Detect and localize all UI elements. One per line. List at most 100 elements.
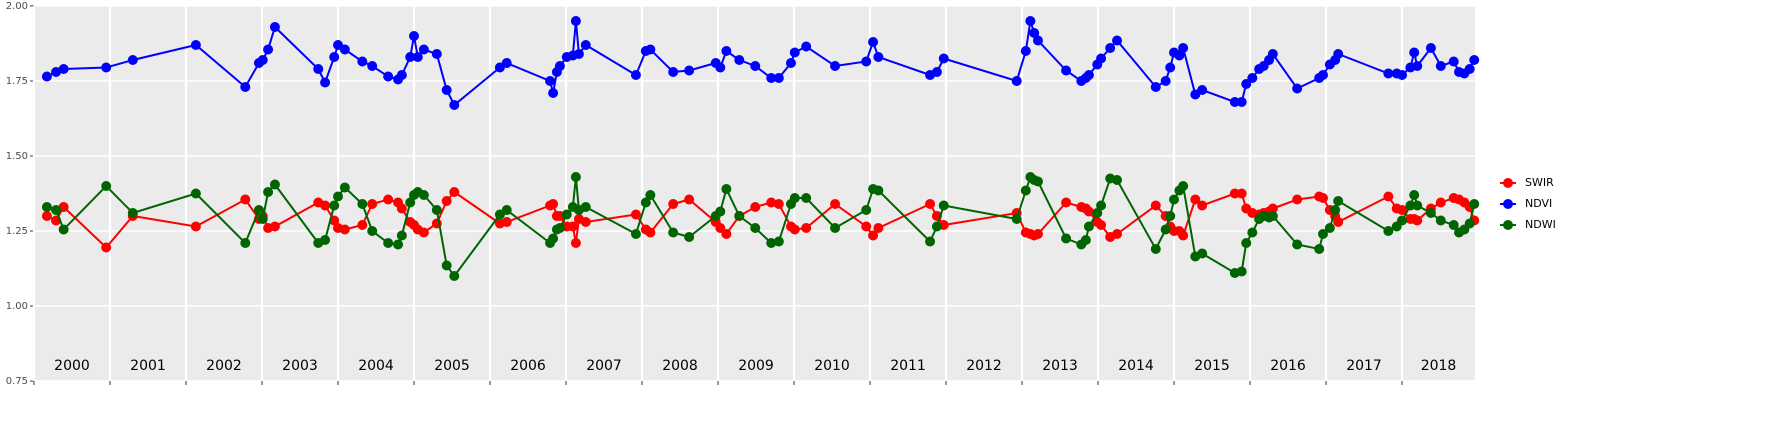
point [190,188,201,199]
point [1096,53,1107,64]
point [630,70,641,80]
point [1317,70,1328,80]
point [1464,64,1475,74]
point [580,202,591,212]
point [750,223,761,233]
point [449,271,460,281]
x-tick-label: 2005 [434,358,470,374]
point [127,208,138,218]
point [1409,47,1420,58]
point [645,44,656,55]
point [1333,49,1344,59]
point [320,77,331,88]
point [640,197,651,208]
point [789,224,800,235]
point [1032,35,1043,46]
point [567,221,578,232]
x-tick-label: 2007 [586,358,622,374]
point [1333,217,1344,227]
point [41,202,52,212]
point [1247,73,1258,83]
x-tick-label: 2004 [358,358,394,374]
point [1412,215,1423,226]
point [396,203,407,214]
point [1292,194,1303,205]
point [190,221,201,232]
point [873,185,884,196]
point [789,193,800,203]
point [668,199,679,209]
point [431,49,442,59]
point [41,211,52,221]
point [441,196,452,206]
point [1333,196,1344,206]
point [1435,215,1446,226]
point [766,197,777,208]
point [418,227,429,238]
point [367,226,378,236]
point [1011,76,1022,86]
point [1236,188,1247,199]
point [1383,226,1394,236]
x-tick-label: 2017 [1346,358,1382,374]
point [263,187,274,197]
point [1425,208,1436,218]
point [721,229,732,239]
point [548,199,559,209]
point [785,58,796,68]
point [580,217,591,227]
point [1178,43,1189,53]
point [383,194,394,205]
point [1464,218,1475,229]
point [383,238,394,248]
point [1112,35,1123,46]
point [58,202,69,212]
point [101,181,112,191]
point [357,56,368,67]
point [830,223,841,233]
point [190,40,201,50]
point [51,205,62,215]
point [269,221,280,232]
point [1241,79,1252,89]
point [393,239,404,250]
point [1324,223,1335,233]
x-tick-label: 2016 [1270,358,1306,374]
x-tick-label: 2008 [662,358,698,374]
point [405,197,416,208]
point [545,76,556,86]
point [367,61,378,71]
legend-key [1503,220,1513,230]
point [766,73,777,83]
point [1032,229,1043,239]
point [1174,50,1185,61]
point [873,223,884,233]
point [1330,205,1341,215]
point [573,49,584,59]
point [1292,83,1303,94]
point [561,209,572,220]
point [449,187,460,197]
point [570,172,581,182]
point [1435,197,1446,208]
point [1409,190,1420,200]
y-tick-label: 1.75 [6,76,28,87]
point [240,194,251,205]
point [801,223,812,233]
point [801,41,812,52]
point [1083,221,1094,232]
point [1083,206,1094,217]
point [801,193,812,203]
point [1383,68,1394,79]
point [684,232,695,242]
point [269,179,280,190]
point [1236,97,1247,107]
point [269,22,280,32]
point [548,233,559,244]
point [339,182,350,193]
point [570,238,581,248]
point [1397,205,1408,215]
x-tick-label: 2010 [814,358,850,374]
point [257,214,268,224]
